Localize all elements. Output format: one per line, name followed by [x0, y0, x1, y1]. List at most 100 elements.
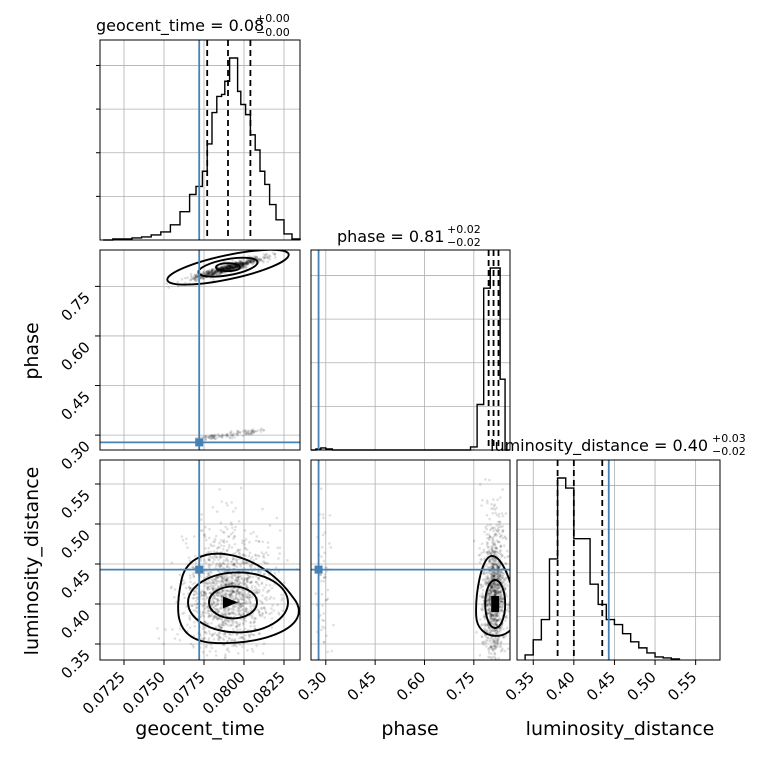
- sample-point: [223, 582, 227, 586]
- sample-point: [242, 554, 246, 557]
- sample-point: [210, 270, 214, 274]
- sample-point: [241, 265, 245, 269]
- sample-point: [283, 581, 286, 584]
- sample-point: [242, 618, 245, 622]
- sample-point: [504, 615, 508, 618]
- sample-point: [207, 636, 211, 640]
- sample-point: [490, 645, 493, 649]
- sample-point: [489, 591, 493, 594]
- sample-point: [259, 428, 262, 432]
- sample-point: [219, 636, 223, 640]
- sample-point: [236, 652, 240, 655]
- sample-point: [505, 626, 509, 630]
- sample-point: [191, 565, 194, 569]
- sample-point: [319, 613, 322, 617]
- sample-point: [242, 262, 246, 266]
- sample-point: [491, 566, 495, 570]
- sample-point: [492, 638, 495, 642]
- sample-point: [192, 276, 196, 280]
- sample-point: [488, 559, 491, 563]
- sample-point: [228, 543, 231, 547]
- sample-point: [220, 602, 223, 605]
- sample-point: [503, 535, 506, 539]
- sample-point: [219, 625, 222, 629]
- sample-point: [485, 581, 488, 584]
- sample-point: [216, 602, 220, 606]
- sample-point: [243, 583, 246, 587]
- sample-point: [226, 619, 229, 622]
- sample-point: [237, 575, 240, 578]
- xlabel-geocent-time: geocent_time: [135, 718, 264, 740]
- sample-point: [219, 434, 222, 438]
- sample-point: [499, 597, 502, 601]
- sample-point: [245, 579, 249, 583]
- sample-point: [212, 558, 216, 561]
- sample-point: [240, 266, 244, 269]
- sample-point: [257, 584, 261, 587]
- sample-point: [240, 608, 244, 612]
- sample-point: [221, 580, 225, 584]
- sample-point: [231, 594, 235, 598]
- sample-point: [487, 553, 490, 556]
- sample-point: [192, 593, 196, 596]
- sample-point: [483, 577, 486, 581]
- sample-point: [270, 617, 274, 620]
- sample-point: [228, 266, 232, 270]
- sample-point: [485, 499, 489, 503]
- sample-point: [221, 594, 225, 597]
- sample-point: [232, 563, 235, 567]
- sample-point: [190, 604, 194, 607]
- sample-point: [210, 433, 213, 437]
- sample-point: [258, 257, 261, 260]
- sample-point: [237, 604, 241, 608]
- sample-point: [250, 616, 254, 620]
- sample-point: [249, 260, 253, 264]
- sample-point: [499, 609, 503, 612]
- sample-point: [234, 592, 238, 596]
- sample-point: [252, 530, 255, 534]
- sample-point: [236, 598, 240, 602]
- sample-point: [232, 266, 236, 269]
- sample-point: [497, 586, 501, 590]
- sample-point: [227, 265, 231, 269]
- sample-point: [250, 587, 253, 590]
- sample-point: [210, 544, 213, 548]
- sample-point: [248, 604, 252, 608]
- sample-point: [495, 558, 498, 562]
- sample-point: [248, 258, 251, 262]
- sample-point: [225, 565, 229, 568]
- sample-point: [224, 266, 228, 270]
- sample-point: [209, 584, 213, 588]
- sample-point: [243, 431, 246, 434]
- tick-label-x: 0.50: [624, 668, 660, 704]
- panel-frame: [516, 459, 721, 661]
- sample-point: [322, 559, 326, 563]
- sample-point: [201, 277, 204, 280]
- sample-point: [496, 591, 500, 594]
- sample-point: [498, 590, 502, 593]
- sample-point: [227, 535, 231, 539]
- sample-point: [220, 271, 224, 274]
- sample-point: [499, 545, 503, 549]
- sample-point: [242, 262, 246, 266]
- sample-point: [243, 637, 247, 641]
- sample-point: [214, 273, 218, 276]
- sample-point: [493, 652, 497, 655]
- sample-point: [222, 638, 226, 642]
- sample-point: [495, 582, 498, 586]
- sample-point: [497, 570, 500, 574]
- sample-point: [213, 632, 217, 635]
- sample-point: [222, 267, 226, 270]
- sample-point: [215, 270, 218, 273]
- sample-point: [501, 554, 504, 557]
- sample-point: [238, 260, 242, 264]
- sample-point: [226, 267, 230, 271]
- sample-point: [490, 584, 494, 587]
- sample-point: [249, 620, 253, 624]
- sample-point: [221, 267, 225, 271]
- sample-point: [496, 638, 499, 641]
- sample-point: [218, 564, 222, 568]
- sample-point: [492, 620, 496, 623]
- sample-point: [490, 587, 494, 591]
- sample-point: [212, 267, 215, 271]
